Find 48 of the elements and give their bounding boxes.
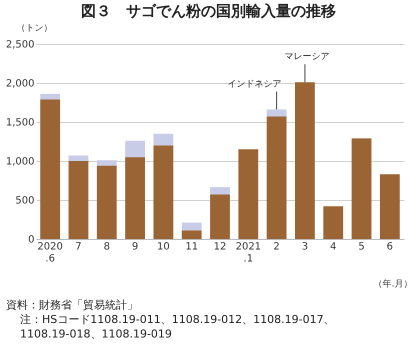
x-tick-label: 10 — [157, 242, 170, 252]
bar — [238, 149, 258, 239]
x-tick-label: 3 — [302, 242, 308, 252]
y-tick-label: 0 — [28, 234, 34, 246]
x-tick-label: 2021 .1 — [236, 242, 262, 264]
bar — [323, 206, 344, 239]
bar — [182, 222, 202, 230]
x-tick-label: 6 — [386, 242, 394, 252]
y-tick-label: 500 — [15, 196, 34, 206]
x-tick-label: 8 — [104, 242, 110, 252]
y-axis-title: （トン） — [16, 24, 52, 34]
x-tick-label: 5 — [358, 242, 365, 252]
bar — [68, 156, 88, 161]
x-tick-label: 2020 .6 — [37, 242, 63, 264]
y-tick-label: 1,000 — [6, 156, 34, 168]
text: 1108.19-018、1108.19-019 — [20, 328, 172, 341]
x-tick-label: 7 — [75, 242, 82, 252]
bar — [295, 82, 315, 239]
bar — [210, 194, 230, 239]
bar — [40, 94, 60, 100]
x-tick-label: 2 — [273, 242, 280, 252]
annotation: インドネシア — [228, 80, 282, 90]
bar — [153, 134, 174, 146]
text: 注：HSコード1108.19-011、1108.19-012、1108.19-017、 — [20, 313, 335, 326]
bar — [182, 230, 202, 239]
annotation: マレーシア — [284, 52, 330, 62]
x-tick-label: 4 — [330, 242, 336, 252]
bar — [266, 110, 287, 117]
bar — [96, 160, 117, 166]
x-tick-label: 9 — [132, 242, 138, 252]
bar — [266, 116, 287, 239]
bar — [125, 157, 145, 239]
bar — [96, 166, 117, 239]
bar — [153, 145, 174, 239]
x-axis-title: （年.月） — [374, 278, 412, 290]
bar — [68, 161, 88, 239]
bar — [380, 174, 400, 239]
bar — [352, 138, 372, 239]
chart-title: 図３ サゴでん粉の国別輸入量の推移 — [81, 2, 336, 20]
x-tick-label: 12 — [214, 242, 226, 252]
bar — [210, 187, 230, 195]
x-tick-label: 11 — [185, 242, 198, 252]
bar — [40, 99, 60, 239]
y-tick-label: 2,500 — [6, 40, 34, 50]
y-tick-label: 2,000 — [6, 78, 34, 90]
text: 資料：財務省「貿易統計」 — [6, 298, 138, 312]
y-tick-label: 1,500 — [6, 118, 34, 128]
bar — [125, 140, 145, 158]
